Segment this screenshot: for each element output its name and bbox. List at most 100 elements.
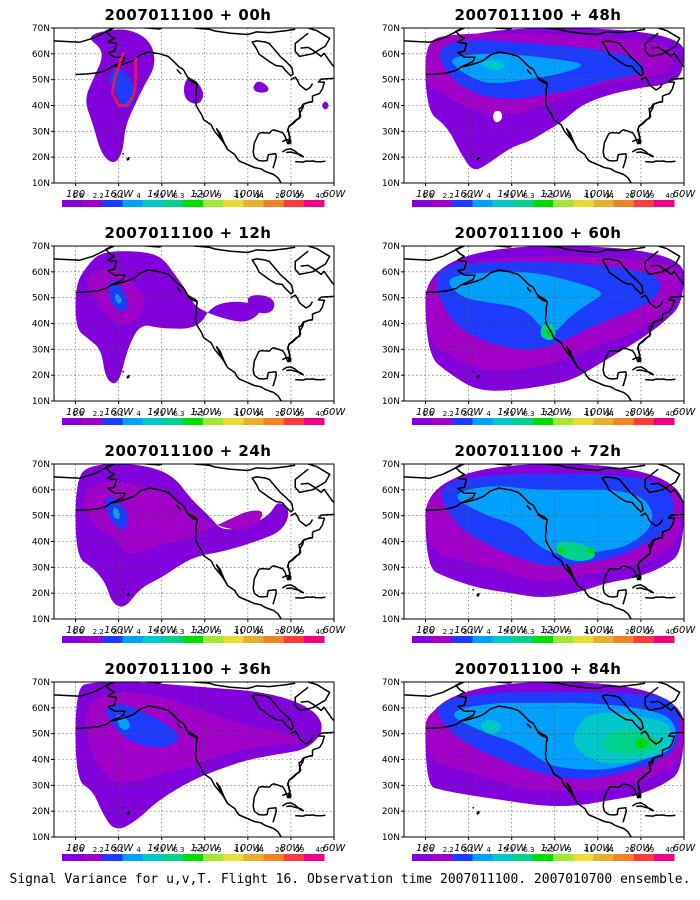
colorbar-swatch [82,418,103,425]
colorbar-label: 5.1 [503,410,514,418]
panel-title: 2007011100 + 84h [454,660,622,678]
colorbar-label: 6.3 [173,628,184,636]
coastlines [404,246,684,401]
lat-tick-label: 70N [382,460,400,470]
colorbar-label: 14 [255,410,264,418]
colorbar-swatch [412,636,433,643]
colorbar-label: 2.2 [93,192,104,200]
colorbar-swatch [102,854,123,861]
colorbar-swatch [512,418,534,425]
colorbar-swatch [223,636,244,643]
lat-tick-label: 10N [382,833,400,843]
map-panel-84h: 2007011100 + 84h 70N 60N 50N 40N 30N 20N 10N 180… [368,656,700,866]
variance-contour-1 [183,78,204,104]
colorbar-label: 2.2 [443,628,454,636]
panel-title: 2007011100 + 24h [104,442,272,460]
lat-tick-label: 60N [32,50,50,60]
lat-tick-label: 50N [32,730,50,740]
colorbar-label: 14 [255,846,264,854]
colorbar-label: 40 [666,628,675,636]
lat-tick-label: 30N [382,127,400,137]
colorbar-swatch [613,854,635,861]
colorbar-swatch [452,200,473,207]
variance-contour-2 [106,704,179,748]
lat-tick-label: 20N [382,589,400,599]
lon-tick-label: 120W [540,407,570,418]
colorbar-swatch [512,636,534,643]
colorbar-swatch [102,418,123,425]
colorbar-swatch [182,418,204,425]
lon-tick-label: 180 [66,407,85,418]
colorbar-label: 5.1 [153,410,164,418]
colorbar-label: 14 [605,846,614,854]
lon-tick-label: 140W [147,843,177,854]
lat-tick-label: 70N [32,24,50,34]
colorbar-swatch [633,200,655,207]
colorbar-label: 4 [486,628,491,636]
colorbar-label: 3.1 [463,628,474,636]
lat-tick-label: 60N [32,704,50,714]
panel-title: 2007011100 + 36h [104,660,272,678]
lat-tick-label: 40N [32,756,50,766]
panel-title: 2007011100 + 00h [104,6,272,24]
lat-tick-label: 20N [32,153,50,163]
colorbar-swatch [633,418,655,425]
lon-tick-label: 180 [66,843,85,854]
colorbar-swatch [182,200,204,207]
lat-tick-label: 20N [382,807,400,817]
colorbar-swatch [263,636,285,643]
lon-tick-label: 100W [233,189,263,200]
colorbar-label: 21 [275,628,284,636]
colorbar-swatch [532,418,554,425]
colorbar-swatch [633,854,655,861]
lon-tick-label: 60W [673,625,697,636]
colorbar-swatch [82,200,103,207]
lon-tick-label: 80W [630,407,654,418]
lat-tick-label: 40N [32,320,50,330]
colorbar-swatch [553,636,574,643]
lon-tick-label: 160W [454,625,484,636]
colorbar-label: 2.2 [443,846,454,854]
colorbar-swatch [633,636,655,643]
lat-tick-label: 20N [32,589,50,599]
colorbar-label: 29 [295,410,304,418]
colorbar-swatch [472,418,494,425]
colorbar-label: 9 [217,410,221,418]
colorbar-label: 2.2 [93,628,104,636]
colorbar-swatch [162,418,184,425]
colorbar-swatch [283,200,305,207]
colorbar-label: 11 [585,192,594,200]
colorbar-swatch [62,418,83,425]
lat-tick-label: 60N [382,268,400,278]
lon-tick-label: 140W [147,625,177,636]
coastlines [404,682,684,837]
variance-map: 70N 60N 50N 40N 30N 20N 10N 180 160W 140W 120W 100W… [32,242,346,425]
lat-tick-label: 50N [382,512,400,522]
lon-tick-label: 80W [280,843,304,854]
colorbar-label: 21 [625,628,634,636]
colorbar-label: 4 [486,410,491,418]
colorbar-swatch [102,636,123,643]
colorbar-label: 14 [605,410,614,418]
lon-tick-label: 180 [416,407,435,418]
variance-map: 70N 60N 50N 40N 30N 20N 10N 180 160W 140W 120W 100W… [382,678,696,861]
colorbar-swatch [182,854,204,861]
colorbar-swatch [653,854,675,861]
lat-tick-label: 50N [32,512,50,522]
lon-tick-label: 120W [190,189,220,200]
colorbar-label: 7.5 [543,410,554,418]
variance-map: 70N 60N 50N 40N 30N 20N 10N 180 160W 140W 120W 100W… [382,460,697,643]
lat-tick-label: 30N [382,345,400,355]
colorbar-swatch [593,636,615,643]
lat-tick-label: 40N [382,320,400,330]
colorbar-label: 1.6 [423,846,435,854]
lon-tick-label: 120W [190,625,220,636]
lon-tick-label: 80W [280,189,304,200]
colorbar-swatch [432,636,453,643]
colorbar-swatch [512,854,534,861]
colorbar-swatch [432,418,453,425]
colorbar-swatch [653,636,675,643]
lon-tick-label: 140W [497,407,527,418]
colorbar-swatch [303,418,325,425]
variance-contour-3 [452,53,582,84]
